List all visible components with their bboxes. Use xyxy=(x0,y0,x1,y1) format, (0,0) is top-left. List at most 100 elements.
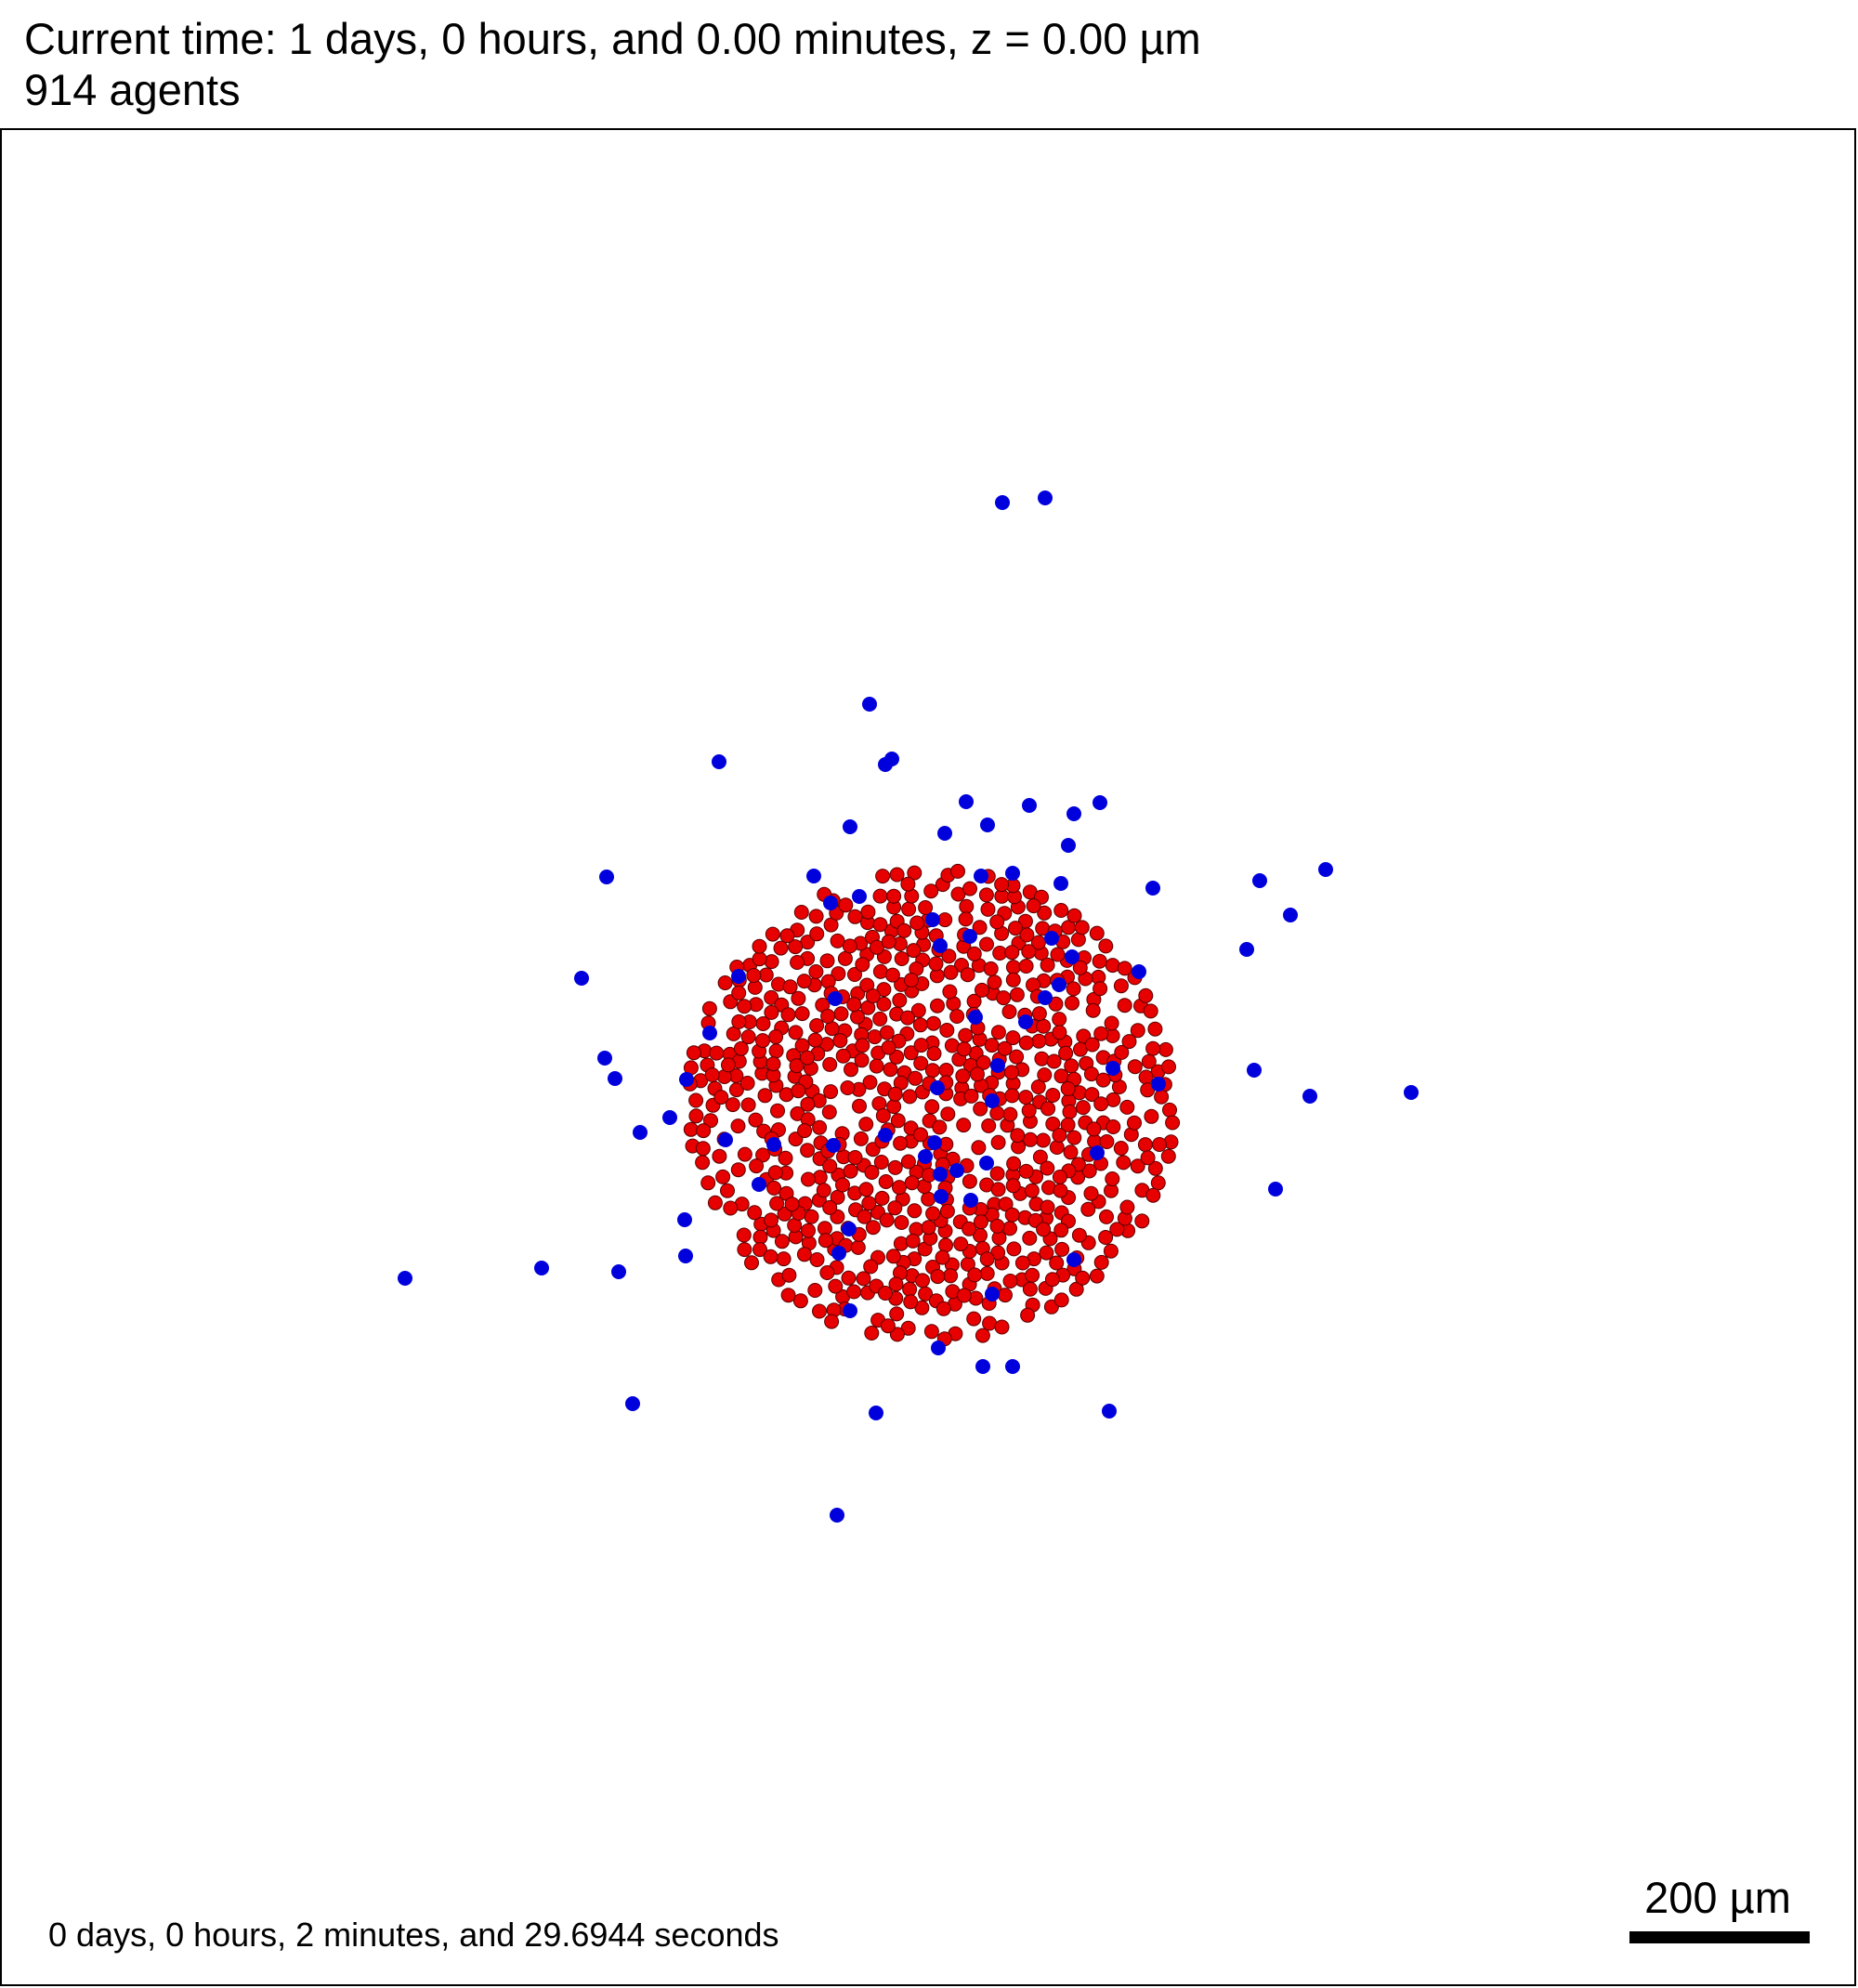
red-cell xyxy=(818,1233,833,1249)
red-cell xyxy=(1095,1072,1111,1088)
red-cell xyxy=(1160,1148,1176,1164)
red-cell xyxy=(1024,1183,1040,1198)
blue-cell xyxy=(823,896,838,910)
red-cell xyxy=(841,1270,857,1286)
red-cell xyxy=(943,964,959,980)
red-cell xyxy=(843,1163,858,1179)
red-cell xyxy=(688,1108,704,1124)
blue-cell xyxy=(1318,862,1333,877)
red-cell xyxy=(932,1119,948,1135)
red-cell xyxy=(1060,1117,1076,1132)
red-cell xyxy=(979,936,994,952)
red-cell xyxy=(981,1118,997,1133)
blue-cell xyxy=(975,1359,990,1374)
red-cell xyxy=(822,1158,838,1174)
red-cell xyxy=(913,1127,928,1143)
red-cell xyxy=(873,1155,889,1170)
blue-cell xyxy=(852,889,867,904)
red-cell xyxy=(731,1014,747,1029)
red-cell xyxy=(893,1135,909,1151)
red-cell xyxy=(892,1180,907,1196)
red-cell xyxy=(967,1267,983,1283)
red-cell xyxy=(846,997,862,1013)
red-cell xyxy=(781,1267,797,1283)
blue-cell xyxy=(611,1264,626,1279)
blue-cell xyxy=(718,1132,733,1147)
red-cell xyxy=(1036,1222,1052,1237)
red-cell xyxy=(1052,1170,1067,1184)
red-cell xyxy=(820,1008,836,1024)
red-cell xyxy=(1083,1185,1099,1201)
red-cell xyxy=(1006,1241,1022,1257)
red-cell xyxy=(793,905,809,920)
red-cell xyxy=(989,914,1005,930)
blue-cell xyxy=(806,869,821,883)
red-cell xyxy=(979,1265,995,1281)
red-cell xyxy=(1161,1059,1176,1075)
red-cell xyxy=(872,1011,888,1027)
red-cell xyxy=(1074,920,1090,935)
red-cell xyxy=(717,975,733,990)
red-cell xyxy=(975,1054,991,1070)
red-cell xyxy=(770,1103,785,1118)
red-cell xyxy=(831,966,846,982)
blue-cell xyxy=(933,938,948,953)
red-cell xyxy=(861,1196,877,1211)
red-cell xyxy=(915,1273,930,1288)
red-cell xyxy=(737,999,752,1014)
red-cell xyxy=(791,1083,806,1099)
red-cell xyxy=(989,1218,1005,1234)
red-cell xyxy=(1018,1035,1034,1051)
red-cell xyxy=(835,1177,850,1193)
red-cell xyxy=(1052,1128,1067,1143)
red-cell xyxy=(1140,1150,1156,1166)
red-cell xyxy=(725,1097,740,1113)
red-cell xyxy=(1023,1131,1039,1147)
red-cell xyxy=(1083,1066,1099,1082)
red-cell xyxy=(842,938,857,954)
red-cell xyxy=(855,957,870,973)
red-cell xyxy=(730,1118,746,1134)
red-cell xyxy=(824,1021,840,1037)
red-cell xyxy=(776,1251,792,1267)
red-cell xyxy=(902,1281,918,1297)
red-cell xyxy=(1086,1121,1102,1137)
red-cell xyxy=(844,1062,858,1078)
red-cell xyxy=(1154,1089,1170,1105)
red-cell xyxy=(923,1324,939,1340)
red-cell xyxy=(1085,1002,1101,1018)
blue-cell xyxy=(843,1303,857,1318)
blue-cell xyxy=(968,1010,983,1025)
red-cell xyxy=(807,1283,823,1298)
red-cell xyxy=(1025,1267,1040,1283)
red-cell xyxy=(889,1327,905,1342)
red-cell xyxy=(1066,1130,1082,1145)
red-cell xyxy=(943,1268,959,1284)
blue-cell xyxy=(963,1193,978,1208)
red-cell xyxy=(1005,1178,1021,1194)
red-cell xyxy=(695,1141,711,1157)
red-cell xyxy=(752,951,767,967)
red-cell xyxy=(978,887,994,903)
red-cell xyxy=(1158,1041,1173,1057)
red-cell xyxy=(1018,959,1034,974)
red-cell xyxy=(1018,1090,1034,1105)
red-cell xyxy=(1030,935,1046,950)
red-cell xyxy=(852,1098,867,1114)
red-cell xyxy=(913,1038,929,1053)
red-cell xyxy=(1049,1255,1065,1271)
red-cell xyxy=(855,1038,870,1053)
blue-cell xyxy=(1018,1014,1033,1029)
red-cell xyxy=(794,1006,810,1022)
red-cell xyxy=(1109,1222,1125,1237)
red-cell xyxy=(1058,1045,1074,1061)
red-cell xyxy=(712,1148,727,1164)
blue-cell xyxy=(1102,1404,1117,1419)
red-cell xyxy=(828,1278,844,1294)
red-cell xyxy=(1019,927,1035,943)
red-cell xyxy=(1020,1307,1036,1323)
blue-cell xyxy=(1022,798,1037,813)
red-cell xyxy=(869,1058,884,1074)
red-cell xyxy=(824,1314,840,1329)
blue-cell xyxy=(930,1080,945,1095)
